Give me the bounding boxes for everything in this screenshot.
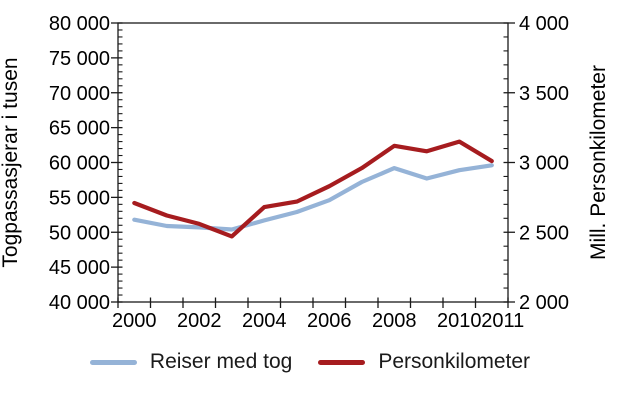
x-axis-tick-label: 2010: [437, 310, 482, 332]
left-axis-tick-label: 40 000: [49, 292, 110, 314]
left-axis-title: Togpassasjerar i tusen: [0, 57, 22, 267]
legend-item-reiser-med-tog: Reiser med tog: [89, 350, 293, 374]
legend-item-personkilometer: Personkilometer: [318, 350, 530, 374]
series-line-reiser-med-tog: [132, 163, 494, 232]
legend-swatch-reiser-med-tog: [89, 359, 137, 365]
left-axis-tick-label: 75 000: [49, 48, 110, 70]
plot-area: 80 000 75 000 70 000 65 000 60 000 55 000 50 0…: [49, 13, 569, 332]
left-axis-tick-label: 55 000: [49, 187, 110, 209]
right-axis-title: Mill. Personkilometer: [587, 65, 610, 260]
left-axis-tick-label: 60 000: [49, 153, 110, 175]
x-axis-tick-label: 2000: [112, 310, 157, 332]
right-axis-tick-label: 3 500: [519, 83, 569, 105]
right-axis-tick-label: 2 500: [519, 222, 569, 244]
x-axis-tick-label: 2004: [242, 310, 287, 332]
right-axis-tick-label: 2 000: [519, 292, 569, 314]
series-line-personkilometer: [132, 139, 494, 239]
left-axis-tick-label: 80 000: [49, 13, 110, 35]
legend-label-personkilometer: Personkilometer: [378, 350, 531, 373]
right-axis-tick-label: 3 000: [519, 153, 569, 175]
line-chart: Togpassasjerar i tusen Mill. Personkilom…: [0, 13, 610, 332]
right-axis-tick-label: 4 000: [519, 13, 569, 35]
left-axis-tick-label: 70 000: [49, 83, 110, 105]
x-axis-tick-label: 2008: [372, 310, 417, 332]
x-axis-tick-label: 2011: [481, 310, 524, 332]
left-axis-tick-label: 65 000: [49, 118, 110, 140]
legend-label-reiser-med-tog: Reiser med tog: [149, 350, 293, 373]
plot-border: [117, 22, 509, 303]
left-axis-tick-label: 50 000: [49, 222, 110, 244]
x-axis-tick-label: 2002: [177, 310, 222, 332]
legend-swatch-personkilometer: [318, 359, 366, 365]
chart-legend: Reiser med tog Personkilometer: [0, 350, 620, 374]
left-axis-tick-label: 45 000: [49, 257, 110, 279]
x-axis-tick-label: 2006: [307, 310, 352, 332]
